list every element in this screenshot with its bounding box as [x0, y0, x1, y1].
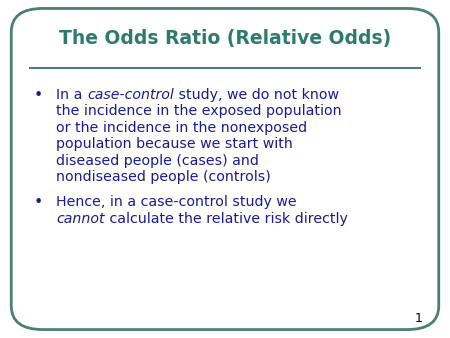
Text: The Odds Ratio (Relative Odds): The Odds Ratio (Relative Odds) [59, 29, 391, 48]
Text: study, we do not know: study, we do not know [174, 88, 339, 102]
Text: nondiseased people (controls): nondiseased people (controls) [56, 170, 271, 185]
Text: •: • [34, 88, 43, 103]
Text: cannot: cannot [56, 212, 105, 226]
Text: or the incidence in the nonexposed: or the incidence in the nonexposed [56, 121, 307, 135]
Text: case-control: case-control [87, 88, 174, 102]
FancyBboxPatch shape [11, 8, 439, 330]
Text: diseased people (cases) and: diseased people (cases) and [56, 154, 259, 168]
Text: calculate the relative risk directly: calculate the relative risk directly [105, 212, 347, 226]
Text: •: • [34, 195, 43, 210]
Text: In a: In a [56, 88, 87, 102]
Text: Hence, in a case-control study we: Hence, in a case-control study we [56, 195, 297, 209]
Text: population because we start with: population because we start with [56, 137, 293, 151]
Text: the incidence in the exposed population: the incidence in the exposed population [56, 104, 342, 118]
Text: 1: 1 [415, 312, 423, 325]
